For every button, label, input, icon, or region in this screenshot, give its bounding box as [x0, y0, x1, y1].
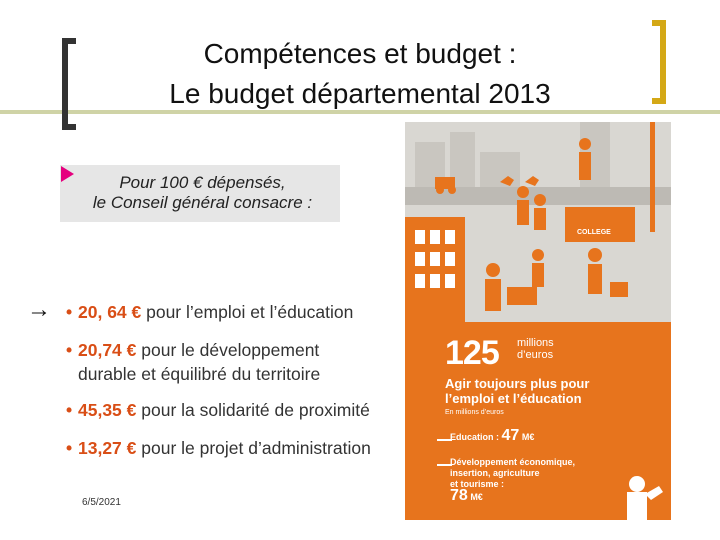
infographic-title-line-2: l’emploi et l’éducation — [445, 391, 582, 406]
intro-box: Pour 100 € dépensés, le Conseil général … — [60, 165, 340, 222]
budget-list: 20, 64 € pour l’emploi et l’éducation 20… — [66, 300, 374, 474]
title-underline-decoration — [0, 110, 720, 114]
infographic-title-line-1: Agir toujours plus pour — [445, 376, 590, 391]
slide-title: Compétences et budget : Le budget départ… — [90, 34, 630, 114]
pylon-icon — [650, 122, 655, 232]
child-icon — [532, 249, 544, 261]
education-label: Education : — [450, 432, 499, 442]
worker-icon — [579, 138, 591, 150]
development-line-1: Développement économique, — [450, 457, 576, 467]
computer-desk-icon — [507, 287, 537, 305]
budget-amount: 13,27 € — [78, 438, 137, 458]
infographic-item-development: Développement économique, insertion, agr… — [450, 457, 576, 504]
intro-line-1: Pour 100 € dépensés, — [119, 173, 286, 192]
development-line-3: et tourisme : — [450, 479, 505, 489]
bird-icon — [500, 176, 514, 186]
infographic-subtitle: En millions d’euros — [445, 409, 504, 416]
right-bracket-decoration — [652, 20, 666, 104]
budget-label: pour le projet d’administration — [136, 438, 371, 458]
musician-icon — [629, 476, 645, 492]
person-icon — [517, 186, 529, 198]
left-bracket-decoration — [62, 38, 76, 130]
college-label: COLLEGE — [577, 229, 611, 236]
slide-title-line-1: Compétences et budget : — [203, 38, 517, 69]
development-line-2: insertion, agriculture — [450, 468, 540, 478]
pointer-triangle-icon — [61, 166, 74, 182]
intro-line-2: le Conseil général consacre : — [92, 193, 313, 212]
budget-amount: 20, 64 € — [78, 302, 142, 322]
infographic-unit-line-2: d’euros — [517, 349, 554, 361]
budget-item: 20,74 € pour le développement durable et… — [66, 338, 374, 386]
budget-item: 45,35 € pour la solidarité de proximité — [66, 398, 374, 422]
infographic-title: Agir toujours plus pour l’emploi et l’éd… — [445, 376, 660, 406]
slide-date: 6/5/2021 — [82, 497, 121, 508]
education-unit: M€ — [521, 432, 535, 442]
budget-amount: 45,35 € — [78, 400, 137, 420]
infographic-dash-icon — [437, 439, 452, 441]
person-icon — [486, 263, 500, 277]
slide-title-line-2: Le budget départemental 2013 — [169, 78, 551, 109]
bird-icon — [525, 176, 539, 186]
briefcase-icon — [610, 282, 628, 297]
infographic-dash-icon — [437, 464, 452, 466]
budget-label: pour le développement durable et équilib… — [78, 340, 321, 384]
development-value: 78 — [450, 487, 468, 504]
right-arrow-icon: → — [27, 296, 51, 323]
budget-label: pour la solidarité de proximité — [136, 400, 370, 420]
infographic-big-number: 125 — [445, 334, 500, 372]
budget-label: pour l’emploi et l’éducation — [141, 302, 354, 322]
budget-amount: 20,74 € — [78, 340, 137, 360]
infographic-item-education: Education : 47 M€ — [450, 427, 535, 444]
development-unit: M€ — [470, 492, 483, 502]
college-building — [565, 207, 635, 242]
intro-text: Pour 100 € dépensés, le Conseil général … — [70, 173, 335, 213]
budget-infographic: COLLEGE 125 millions d’euros Agir toujou… — [405, 122, 671, 520]
person-icon — [534, 194, 546, 206]
infographic-unit: millions d’euros — [517, 337, 554, 361]
budget-item: 13,27 € pour le projet d’administration — [66, 436, 374, 460]
budget-item: 20, 64 € pour l’emploi et l’éducation — [66, 300, 374, 324]
education-value: 47 — [501, 427, 520, 444]
person-icon — [588, 248, 602, 262]
infographic-illustration — [405, 122, 671, 520]
infographic-unit-line-1: millions — [517, 337, 554, 349]
